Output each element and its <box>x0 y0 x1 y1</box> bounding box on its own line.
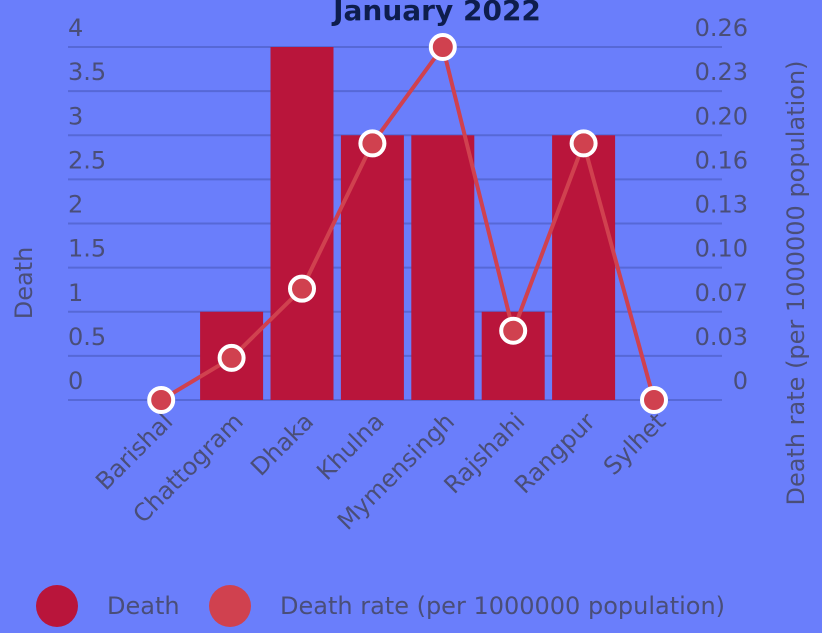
legend-label: Death rate (per 1000000 population) <box>280 592 725 620</box>
y-tick-label: 3.5 <box>68 58 106 86</box>
y2-tick-label: 0.07 <box>695 279 748 307</box>
x-tick-label: Dhaka <box>245 407 319 481</box>
y2-tick-label: 0.10 <box>695 235 748 263</box>
y2-axis-title: Death rate (per 1000000 population) <box>782 60 810 505</box>
y2-tick-label: 0.03 <box>695 323 748 351</box>
line-point <box>569 129 598 158</box>
line-point <box>147 386 176 414</box>
line <box>160 42 656 402</box>
legend-marker <box>36 585 78 627</box>
y2-tick-label: 0.23 <box>695 58 748 86</box>
y2-tick-label: 0.16 <box>695 146 748 174</box>
y-axis-title: Death <box>10 247 38 320</box>
y-tick-label: 3 <box>68 102 83 130</box>
chart-title: January 2022 <box>331 0 541 27</box>
y-tick-label: 0 <box>68 367 83 395</box>
y2-tick-label: 0 <box>733 367 748 395</box>
bar <box>340 135 404 400</box>
line-point <box>288 274 316 303</box>
legend-marker <box>209 585 251 627</box>
line-point <box>217 343 246 372</box>
line-point <box>358 129 387 158</box>
y-tick-label: 2 <box>68 191 83 219</box>
y-tick-label: 2.5 <box>68 146 106 174</box>
y2-tick-label: 0.26 <box>695 14 748 42</box>
bar <box>270 47 334 400</box>
legend-label: Death <box>107 592 180 620</box>
y-tick-label: 4 <box>68 14 83 42</box>
y-tick-label: 1.5 <box>68 235 106 263</box>
line-point <box>640 386 668 414</box>
y2-tick-label: 0.20 <box>695 102 748 130</box>
line-point <box>428 33 457 61</box>
bar <box>552 135 616 400</box>
y-tick-label: 0.5 <box>68 323 106 351</box>
y2-tick-label: 0.13 <box>695 191 748 219</box>
x-tick-label: Sylhet <box>598 407 671 480</box>
bar <box>411 135 475 400</box>
line-point <box>499 316 528 345</box>
y-tick-label: 1 <box>68 279 83 307</box>
